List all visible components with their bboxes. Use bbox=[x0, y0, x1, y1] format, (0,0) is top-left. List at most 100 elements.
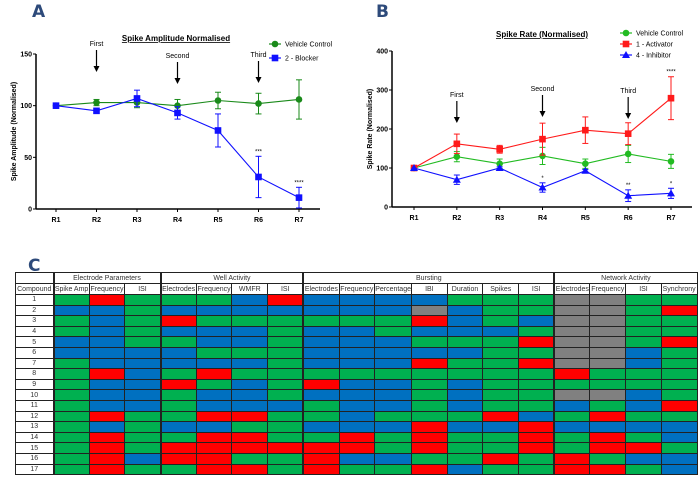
heatmap-cell bbox=[124, 389, 162, 401]
compound-label: 17 bbox=[15, 463, 54, 476]
heatmap-cell bbox=[625, 357, 662, 370]
heatmap-cell bbox=[88, 421, 126, 433]
heatmap-cell bbox=[482, 378, 520, 391]
heatmap-cell bbox=[302, 378, 340, 391]
column-header: ISI bbox=[124, 283, 162, 295]
heatmap-cell bbox=[411, 463, 448, 476]
heatmap-cell bbox=[660, 378, 698, 391]
significance-label: **** bbox=[666, 70, 676, 76]
heatmap-cell bbox=[446, 357, 484, 370]
column-header: Frequency bbox=[589, 283, 627, 295]
x-tick-label: R7 bbox=[667, 215, 676, 222]
heatmap-cell bbox=[518, 442, 555, 454]
x-tick-label: R3 bbox=[133, 217, 142, 224]
column-header: Frequency bbox=[88, 283, 126, 295]
heatmap-cell bbox=[660, 325, 698, 338]
y-tick-label: 100 bbox=[376, 166, 388, 173]
heatmap-cell bbox=[52, 325, 90, 338]
heatmap-cell bbox=[482, 431, 520, 444]
heatmap-cell bbox=[411, 431, 448, 444]
heatmap-cell bbox=[553, 463, 591, 476]
column-header: WMFR bbox=[231, 283, 269, 295]
heatmap-cell bbox=[446, 336, 484, 348]
event-arrow-head bbox=[174, 78, 181, 84]
heatmap-cell bbox=[589, 463, 627, 476]
heatmap-cell bbox=[52, 410, 90, 423]
heatmap-cell bbox=[159, 442, 197, 454]
heatmap-cell bbox=[88, 336, 126, 348]
heatmap-cell bbox=[625, 410, 662, 423]
heatmap-cell bbox=[338, 315, 376, 327]
data-point bbox=[624, 191, 633, 199]
heatmap-cell bbox=[231, 399, 269, 412]
heatmap-cell bbox=[589, 410, 627, 423]
legend-label: 4 - Inhibitor bbox=[636, 53, 672, 60]
heatmap-cell bbox=[625, 442, 662, 454]
data-point bbox=[453, 140, 461, 148]
heatmap-cell bbox=[267, 442, 304, 454]
data-point bbox=[581, 166, 590, 174]
heatmap-cell bbox=[195, 431, 233, 444]
y-tick-label: 300 bbox=[376, 88, 388, 95]
heatmap-cell bbox=[231, 442, 269, 454]
heatmap-cell bbox=[660, 315, 698, 327]
heatmap-cell bbox=[124, 410, 162, 423]
heatmap-cell bbox=[589, 315, 627, 327]
panel-label-a: A bbox=[32, 2, 46, 22]
heatmap-cell bbox=[302, 294, 340, 306]
heatmap-cell bbox=[159, 336, 197, 348]
heatmap-cell bbox=[159, 378, 197, 391]
heatmap-cell bbox=[52, 452, 90, 465]
data-point bbox=[667, 189, 675, 197]
heatmap-cell bbox=[518, 336, 555, 348]
heatmap-cell bbox=[231, 368, 269, 380]
heatmap-cell bbox=[625, 346, 662, 359]
heatmap-cell bbox=[159, 399, 197, 412]
heatmap-cell bbox=[589, 378, 627, 391]
table-row: 7 bbox=[15, 357, 698, 370]
heatmap-cell bbox=[660, 410, 698, 423]
heatmap-cell bbox=[553, 304, 591, 317]
heatmap-cell bbox=[374, 336, 412, 348]
heatmap-cell bbox=[52, 463, 90, 476]
heatmap-cell bbox=[124, 452, 162, 465]
table-row: 17 bbox=[15, 463, 698, 476]
heatmap-cell bbox=[159, 410, 197, 423]
heatmap-cell bbox=[411, 378, 448, 391]
heatmap-cell bbox=[660, 463, 698, 476]
heatmap-cell bbox=[625, 399, 662, 412]
heatmap-cell bbox=[124, 442, 162, 454]
column-header: Spikes bbox=[482, 283, 520, 295]
heatmap-cell bbox=[267, 410, 304, 423]
heatmap-cell bbox=[338, 421, 376, 433]
heatmap-cell bbox=[660, 357, 698, 370]
column-header: Percentage bbox=[374, 283, 412, 295]
table-row: 2 bbox=[15, 304, 698, 317]
heatmap-cell bbox=[446, 304, 484, 317]
significance-label: *** bbox=[255, 149, 263, 155]
column-header: Frequency bbox=[338, 283, 376, 295]
chart-title: Spike Amplitude Normalised bbox=[122, 34, 230, 43]
heatmap-cell bbox=[374, 325, 412, 338]
heatmap-cell bbox=[518, 452, 555, 465]
chart-spike-amplitude: 0 50 100 150 R1 R2 R3 R4 R5 R6 R7 Spike Amplitude N… bbox=[11, 34, 333, 224]
heatmap-cell bbox=[302, 463, 340, 476]
table-row: 9 bbox=[15, 378, 698, 391]
compound-label: 4 bbox=[15, 325, 54, 338]
heatmap-cell bbox=[88, 410, 126, 423]
heatmap-cell bbox=[52, 378, 90, 391]
heatmap-cell bbox=[374, 389, 412, 401]
y-tick-label: 50 bbox=[24, 155, 32, 162]
heatmap-cell bbox=[518, 421, 555, 433]
heatmap-cell bbox=[124, 346, 162, 359]
heatmap-cell bbox=[338, 389, 376, 401]
heatmap-cell bbox=[302, 336, 340, 348]
compound-label: 15 bbox=[15, 442, 54, 454]
x-tick-label: R5 bbox=[214, 217, 223, 224]
heatmap-cell bbox=[302, 442, 340, 454]
heatmap-cell bbox=[411, 304, 448, 317]
heatmap-cell bbox=[195, 421, 233, 433]
heatmap-cell bbox=[231, 325, 269, 338]
heatmap-cell bbox=[411, 410, 448, 423]
heatmap-cell bbox=[374, 304, 412, 317]
